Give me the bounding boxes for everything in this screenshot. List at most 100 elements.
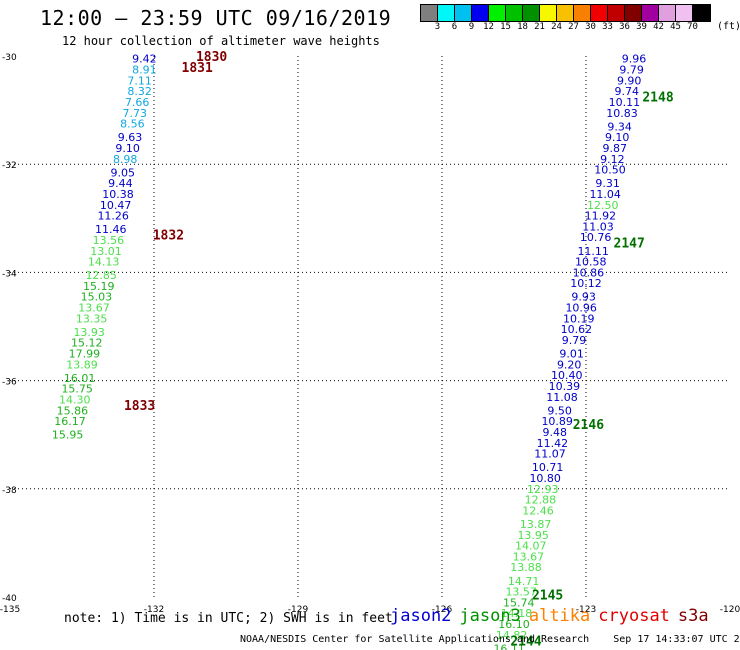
wave-height-point: 15.12 xyxy=(71,337,103,350)
wave-height-point: 14.18 xyxy=(501,607,533,620)
wave-height-point: 9.79 xyxy=(619,64,644,77)
pass-time-label: 2146 xyxy=(573,418,604,433)
legend-label: 39 xyxy=(636,22,647,32)
legend-label: 18 xyxy=(517,22,528,32)
satellite-s3a: s3a xyxy=(677,606,709,626)
legend-swatch xyxy=(455,5,472,21)
wave-height-point: 15.95 xyxy=(52,429,84,442)
satellite-cryosat: cryosat xyxy=(598,606,670,626)
wave-height-point: 9.74 xyxy=(615,85,640,98)
wave-height-point: 13.88 xyxy=(510,561,542,574)
footer-credit: NOAA/NESDIS Center for Satellite Applica… xyxy=(240,634,740,645)
wave-height-point: 10.83 xyxy=(606,107,638,120)
wave-height-point: 14.82 xyxy=(496,629,528,642)
pass-time-label: 1830 xyxy=(196,50,227,65)
wave-height-point: 13.93 xyxy=(73,326,105,339)
wave-height-point: 10.11 xyxy=(609,96,641,109)
satellite-jason2: jason2 xyxy=(390,606,452,626)
legend-label: 15 xyxy=(500,22,511,32)
legend-swatch xyxy=(591,5,608,21)
wave-height-point: 8.32 xyxy=(127,85,152,98)
wave-height-point: 13.01 xyxy=(90,245,122,258)
wave-height-point: 14.71 xyxy=(508,575,540,588)
wave-height-point: 12.50 xyxy=(587,199,619,212)
legend-swatch xyxy=(421,5,438,21)
y-tick-label: -40 xyxy=(2,594,17,604)
color-legend xyxy=(420,4,711,22)
wave-height-point: 10.89 xyxy=(541,415,573,428)
legend-swatch xyxy=(489,5,506,21)
pass-time-label: 1832 xyxy=(153,229,184,244)
legend-label: 45 xyxy=(670,22,681,32)
legend-label: 9 xyxy=(468,22,475,32)
wave-height-point: 10.19 xyxy=(563,312,595,325)
wave-height-point: 11.03 xyxy=(582,220,614,233)
pass-time-label: 2147 xyxy=(614,237,645,252)
pass-time-label: 2144 xyxy=(510,634,541,649)
wave-height-point: 9.01 xyxy=(559,348,584,361)
wave-height-point: 8.98 xyxy=(113,153,138,166)
wave-height-point: 10.47 xyxy=(100,199,132,212)
chart-title: 12:00 – 23:59 UTC 09/16/2019 xyxy=(40,6,392,30)
y-tick-label: -36 xyxy=(2,378,17,388)
wave-height-point: 7.73 xyxy=(123,107,148,120)
wave-height-point: 15.74 xyxy=(503,596,535,609)
legend-label: 30 xyxy=(585,22,596,32)
wave-height-point: 11.07 xyxy=(534,448,566,461)
footnote: note: 1) Time is in UTC; 2) SWH is in fe… xyxy=(64,611,393,626)
pass-time-label: 1833 xyxy=(124,399,155,414)
wave-height-point: 10.39 xyxy=(549,380,581,393)
wave-height-point: 11.42 xyxy=(537,437,569,450)
legend-swatch xyxy=(557,5,574,21)
legend-label: 24 xyxy=(551,22,562,32)
wave-height-point: 11.08 xyxy=(546,391,578,404)
footer-timestamp: Sep 17 14:33:07 UTC 2019 xyxy=(613,634,740,645)
wave-height-point: 10.40 xyxy=(551,369,583,382)
x-tick-label: -120 xyxy=(720,605,740,615)
wave-height-point: 13.56 xyxy=(93,234,125,247)
x-tick-label: -129 xyxy=(288,605,309,615)
wave-height-point: 9.31 xyxy=(595,177,620,190)
legend-label: 70 xyxy=(687,22,698,32)
wave-height-point: 15.19 xyxy=(83,280,115,293)
wave-height-point: 13.95 xyxy=(517,529,549,542)
pass-time-label: 2148 xyxy=(642,91,673,106)
y-tick-label: -30 xyxy=(2,53,17,63)
wave-height-point: 10.12 xyxy=(570,277,602,290)
legend-unit: (ft) xyxy=(717,21,740,32)
legend-label: 42 xyxy=(653,22,664,32)
legend-swatch xyxy=(693,5,710,21)
legend-swatch xyxy=(625,5,642,21)
wave-height-point: 13.87 xyxy=(520,518,552,531)
legend-swatch xyxy=(659,5,676,21)
wave-height-point: 10.86 xyxy=(573,266,605,279)
wave-height-point: 16.11 xyxy=(493,642,525,650)
wave-height-point: 9.20 xyxy=(557,358,582,371)
legend-swatch xyxy=(676,5,693,21)
wave-height-point: 11.92 xyxy=(585,210,617,223)
wave-height-point: 9.44 xyxy=(108,177,133,190)
wave-height-point: 16.01 xyxy=(64,372,96,385)
x-tick-label: -135 xyxy=(0,605,20,615)
wave-height-point: 8.56 xyxy=(120,118,145,131)
legend-swatch xyxy=(523,5,540,21)
legend-swatch xyxy=(540,5,557,21)
wave-height-point: 15.03 xyxy=(81,291,113,304)
legend-swatch xyxy=(608,5,625,21)
wave-height-point: 15.86 xyxy=(57,404,89,417)
wave-height-point: 14.30 xyxy=(59,394,91,407)
legend-label: 6 xyxy=(451,22,458,32)
y-tick-label: -34 xyxy=(2,269,17,279)
wave-height-point: 10.80 xyxy=(529,472,561,485)
wave-height-point: 9.48 xyxy=(543,426,568,439)
wave-height-point: 10.71 xyxy=(532,461,564,474)
pass-time-label: 2145 xyxy=(532,588,563,603)
wave-height-point: 10.76 xyxy=(580,231,612,244)
x-tick-label: -123 xyxy=(576,605,596,615)
legend-label: 36 xyxy=(619,22,630,32)
wave-height-point: 13.35 xyxy=(76,312,108,325)
pass-time-label: 1831 xyxy=(182,61,213,76)
wave-height-point: 12.93 xyxy=(527,483,559,496)
wave-height-point: 10.96 xyxy=(565,302,597,315)
wave-height-point: 13.67 xyxy=(513,550,545,563)
